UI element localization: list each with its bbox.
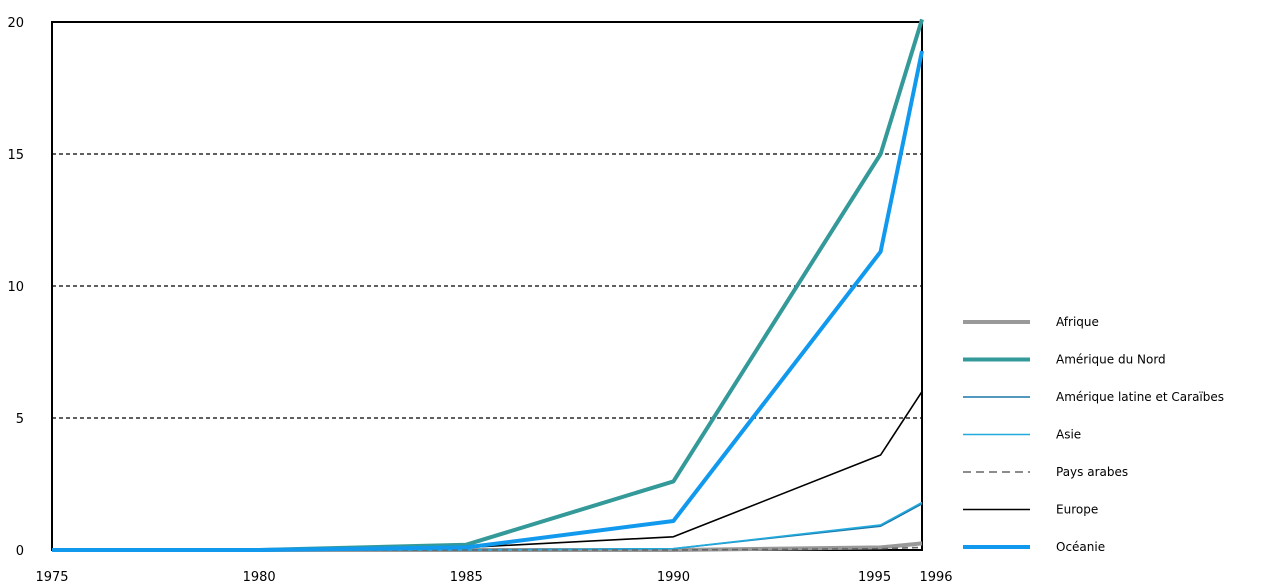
series-line-oc-anie: [52, 50, 924, 552]
legend-label: Océanie: [1056, 540, 1105, 554]
y-tick-label: 15: [7, 148, 24, 163]
legend-label: Pays arabes: [1056, 465, 1128, 479]
grid-lines: [52, 153, 922, 419]
x-tick-label: 1995: [858, 570, 891, 585]
y-tick-label: 20: [7, 16, 24, 31]
legend: Afrique Amérique du Nord Amérique latine e…: [963, 315, 1224, 554]
y-tick-label: 5: [16, 412, 24, 427]
legend-label: Europe: [1056, 503, 1098, 517]
series-lines: [52, 18, 924, 552]
legend-label: Afrique: [1056, 315, 1099, 329]
legend-label: Asie: [1056, 428, 1081, 442]
x-tick-label: 1980: [243, 570, 276, 585]
y-tick-label: 0: [16, 544, 24, 559]
tick-labels: 0 5 10 15 20 1975 1980 1985 1990 1995 1996: [7, 16, 952, 585]
y-tick-label: 10: [7, 280, 24, 295]
x-tick-label: 1985: [450, 570, 483, 585]
x-tick-label: 1990: [657, 570, 690, 585]
x-tick-label: 1996: [919, 570, 952, 585]
series-line-am-rique-du-nord: [52, 18, 924, 552]
x-tick-label: 1975: [35, 570, 68, 585]
series-line-europe: [52, 391, 923, 551]
legend-label: Amérique du Nord: [1056, 353, 1166, 367]
legend-label: Amérique latine et Caraïbes: [1056, 390, 1224, 404]
